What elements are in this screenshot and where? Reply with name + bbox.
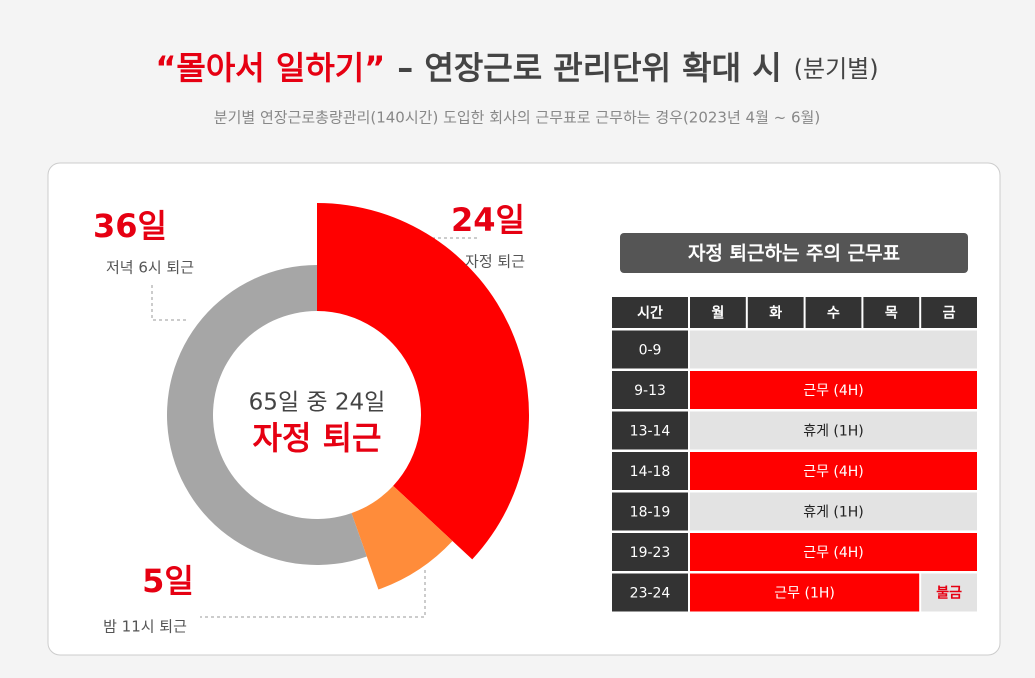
time-cell <box>612 330 688 369</box>
table-title-box <box>620 233 968 273</box>
schedule-cell <box>690 492 977 531</box>
schedule-text: 휴게 (1H) <box>803 424 864 440</box>
header-text: 화 <box>769 306 782 322</box>
leader-lines <box>151 237 480 618</box>
donut-segment <box>317 203 529 560</box>
header-cell <box>805 297 862 328</box>
header-cell <box>747 297 804 328</box>
time-cell <box>612 411 688 450</box>
schedule-text: 근무 (4H) <box>803 464 864 480</box>
schedule-text: 근무 (4H) <box>803 383 864 399</box>
header-cell <box>612 297 688 328</box>
time-text: 19-23 <box>630 545 671 561</box>
schedule-cell <box>690 330 977 369</box>
title-main: – 연장근로 관리단위 확대 시 <box>397 49 781 87</box>
time-cell <box>612 573 688 612</box>
schedule-cell <box>921 573 977 612</box>
schedule-text: 휴게 (1H) <box>803 505 864 521</box>
value-label: 24일 <box>451 201 525 239</box>
header-text: 금 <box>943 306 956 322</box>
donut-segment <box>167 265 367 565</box>
header-text: 수 <box>827 306 840 322</box>
schedule-text: 근무 (1H) <box>774 586 835 602</box>
time-cell <box>612 533 688 571</box>
value-label: 36일 <box>93 207 167 245</box>
time-cell <box>612 371 688 409</box>
schedule-cell <box>690 533 977 571</box>
header-text: 월 <box>711 305 724 322</box>
table-title: 자정 퇴근하는 주의 근무표 <box>688 243 900 265</box>
title: “몰아서 일하기” – 연장근로 관리단위 확대 시 (분기별) <box>155 49 878 87</box>
header-text: 시간 <box>637 305 663 322</box>
category-label: 밤 11시 퇴근 <box>103 618 187 636</box>
schedule-cell <box>690 371 977 409</box>
value-label: 5일 <box>142 562 194 600</box>
time-text: 14-18 <box>630 464 671 480</box>
center-text: 자정 퇴근 <box>253 419 382 457</box>
header-text: 목 <box>885 306 898 322</box>
center-text: 65일 중 24일 <box>249 390 386 416</box>
header-cell <box>863 297 920 328</box>
title-highlight: “몰아서 일하기” <box>155 49 385 87</box>
time-text: 23-24 <box>630 586 671 602</box>
subtitle: 분기별 연장근로총량관리(140시간) 도입한 회사의 근무표로 근무하는 경우… <box>214 109 820 127</box>
category-label: 자정 퇴근 <box>465 253 525 271</box>
schedule-cell <box>690 452 977 490</box>
schedule-cell <box>690 573 920 612</box>
time-text: 13-14 <box>630 424 671 440</box>
schedule-text: 근무 (4H) <box>803 545 864 561</box>
schedule-text: 불금 <box>936 586 962 602</box>
time-text: 18-19 <box>630 505 671 521</box>
time-text: 9-13 <box>634 383 666 399</box>
time-cell <box>612 492 688 531</box>
header-cell <box>921 297 977 328</box>
time-cell <box>612 452 688 490</box>
donut-segment <box>351 485 453 590</box>
schedule-cell <box>690 411 977 450</box>
category-label: 저녁 6시 퇴근 <box>106 259 194 277</box>
header-cell <box>690 297 746 328</box>
title-note: (분기별) <box>794 55 879 83</box>
time-text: 0-9 <box>639 343 662 359</box>
